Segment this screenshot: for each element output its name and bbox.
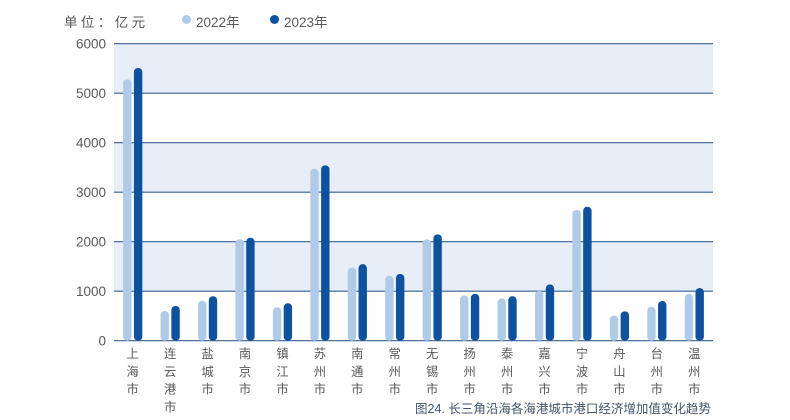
svg-text:京: 京 [239,365,251,379]
svg-text:市: 市 [426,382,438,397]
svg-text:通: 通 [351,365,363,379]
svg-text:盐: 盐 [201,347,213,361]
svg-text:市: 市 [464,382,476,397]
svg-text:6000: 6000 [76,37,106,52]
svg-text:宁: 宁 [576,346,588,361]
svg-text:市: 市 [651,382,663,397]
svg-text:海: 海 [127,364,139,379]
svg-text:市: 市 [538,382,550,397]
svg-text:市: 市 [501,382,513,397]
svg-text:嘉: 嘉 [538,347,550,361]
svg-text:市: 市 [613,382,625,397]
svg-text:0: 0 [98,334,106,349]
svg-text:市: 市 [314,382,326,397]
svg-text:江: 江 [276,365,288,379]
svg-text:1000: 1000 [76,284,106,299]
svg-text:镇: 镇 [276,347,288,361]
svg-text:舟: 舟 [613,347,625,361]
svg-text:波: 波 [576,365,588,379]
svg-text:州: 州 [651,365,663,379]
svg-text:扬: 扬 [464,346,476,361]
svg-text:市: 市 [688,382,700,397]
svg-text:港: 港 [164,383,177,397]
svg-text:市: 市 [351,382,363,397]
svg-text:南: 南 [351,346,363,361]
svg-text:上: 上 [127,347,139,361]
svg-text:市: 市 [239,382,251,397]
svg-text:市: 市 [127,382,139,397]
svg-text:州: 州 [314,365,326,379]
svg-text:常: 常 [389,347,401,361]
svg-text:市: 市 [276,382,288,397]
svg-text:州: 州 [688,365,700,379]
svg-text:南: 南 [239,346,251,361]
svg-text:兴: 兴 [538,365,550,379]
svg-text:市: 市 [164,399,176,414]
svg-text:2000: 2000 [76,235,106,250]
svg-text:城: 城 [201,365,213,379]
svg-text:市: 市 [576,382,588,397]
svg-text:苏: 苏 [314,346,326,361]
svg-text:山: 山 [613,365,625,379]
svg-text:云: 云 [164,365,176,379]
svg-text:泰: 泰 [501,347,513,361]
svg-text:市: 市 [389,382,401,397]
svg-text:5000: 5000 [76,86,106,101]
svg-text:连: 连 [164,346,176,361]
svg-text:无: 无 [426,347,438,361]
svg-text:温: 温 [688,347,700,361]
svg-text:市: 市 [201,382,213,397]
svg-text:台: 台 [651,346,663,361]
svg-text:锡: 锡 [426,364,438,379]
svg-text:州: 州 [389,365,401,379]
svg-text:州: 州 [464,365,476,379]
svg-text:4000: 4000 [76,136,106,151]
svg-text:3000: 3000 [76,185,106,200]
svg-text:州: 州 [501,365,513,379]
